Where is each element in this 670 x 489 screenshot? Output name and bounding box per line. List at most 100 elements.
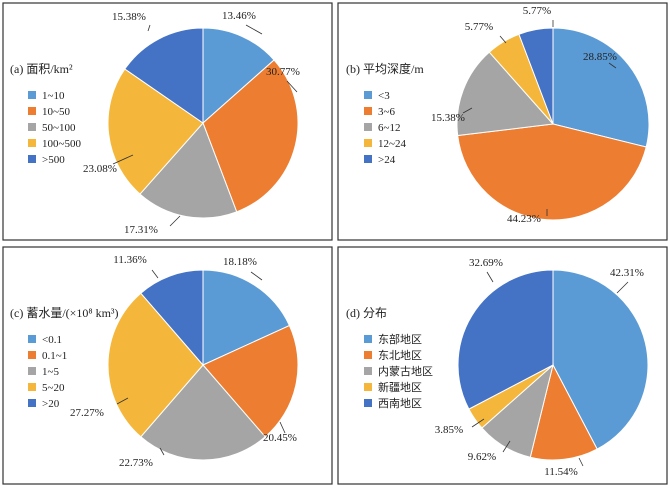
pie-slice-1 xyxy=(552,269,649,450)
legend-swatch xyxy=(364,139,372,147)
slice-percent-label: 30.77% xyxy=(266,66,300,78)
panel-storage: 18.18% 20.45% 22.73% 27.27% 11.36% (c) 蓄水量/(×… xyxy=(2,246,333,485)
leader-line xyxy=(462,107,473,114)
legend-label: 12~24 xyxy=(378,138,406,150)
leader-line xyxy=(502,440,511,453)
leader-line xyxy=(151,269,159,279)
legend-label: >20 xyxy=(42,398,60,410)
legend-swatch xyxy=(364,123,372,131)
slice-percent-label: 9.62% xyxy=(468,451,496,463)
panel-frame xyxy=(337,2,668,241)
legend-label: 0.1~1 xyxy=(42,350,67,362)
pie-slice-5 xyxy=(124,27,204,124)
legend-label: 东部地区 xyxy=(378,332,422,346)
legend-label: 1~5 xyxy=(42,366,59,378)
legend-swatch xyxy=(28,155,36,163)
legend-label: 1~10 xyxy=(42,90,65,102)
slice-percent-label: 11.36% xyxy=(113,254,147,266)
slice-percent-label: 44.23% xyxy=(507,213,541,225)
slice-percent-label: 15.38% xyxy=(431,112,465,124)
slice-percent-label: 22.73% xyxy=(119,457,153,469)
leader-line xyxy=(499,35,507,44)
slice-percent-label: 17.31% xyxy=(124,224,158,236)
leader-line xyxy=(616,281,629,294)
legend-swatch xyxy=(364,107,372,115)
leader-line xyxy=(286,80,298,93)
slice-percent-label: 5.77% xyxy=(465,21,493,33)
legend-swatch xyxy=(364,351,372,359)
panel-title: (c) 蓄水量/(×10⁸ km³) xyxy=(10,306,119,320)
legend-label: 50~100 xyxy=(42,122,76,134)
pie-slice-4 xyxy=(107,292,204,438)
slice-percent-label: 15.38% xyxy=(112,11,146,23)
slice-percent-label: 27.27% xyxy=(70,407,104,419)
leader-line xyxy=(245,24,263,35)
legend-swatch xyxy=(28,383,36,391)
pie-slice-5 xyxy=(518,27,554,125)
panel-title: (a) 面积/km² xyxy=(10,62,73,76)
leader-line xyxy=(279,421,286,434)
legend-swatch xyxy=(28,123,36,131)
legend-label: <0.1 xyxy=(42,334,62,346)
slice-percent-label: 11.54% xyxy=(544,466,578,478)
legend-label: 100~500 xyxy=(42,138,81,150)
pie-slice-3 xyxy=(456,51,555,137)
legend-label: 西南地区 xyxy=(378,397,422,410)
legend-swatch xyxy=(28,399,36,407)
pie-slice-2 xyxy=(202,59,299,213)
pie-slice-1 xyxy=(552,27,650,148)
leader-line xyxy=(578,457,584,467)
leader-line xyxy=(116,397,129,405)
legend-swatch xyxy=(28,139,36,147)
legend-swatch xyxy=(364,91,372,99)
legend-swatch xyxy=(28,351,36,359)
legend-swatch xyxy=(364,367,372,375)
legend-label: >500 xyxy=(42,154,65,166)
legend-swatch xyxy=(364,383,372,391)
leader-line xyxy=(169,215,181,227)
panel-title: (b) 平均深度/m xyxy=(346,61,424,76)
legend-label: 3~6 xyxy=(378,106,395,118)
panel-area: 13.46% 30.77% 17.31% 23.08% 15.38% (a) 面积/km²… xyxy=(2,2,333,241)
pie-slice-3 xyxy=(140,364,266,461)
panel-frame xyxy=(337,246,668,485)
legend-swatch xyxy=(28,367,36,375)
slice-percent-label: 18.18% xyxy=(223,256,257,268)
legend-swatch xyxy=(364,335,372,343)
legend-swatch xyxy=(364,399,372,407)
leader-line xyxy=(250,271,263,281)
slice-percent-label: 13.46% xyxy=(222,10,256,22)
panel-frame xyxy=(2,2,333,241)
slice-percent-label: 32.69% xyxy=(469,257,503,269)
legend-swatch xyxy=(364,155,372,163)
leader-line xyxy=(471,418,485,428)
legend-swatch xyxy=(28,107,36,115)
pie-slice-5 xyxy=(457,269,554,410)
legend-swatch xyxy=(28,91,36,99)
slice-percent-label: 20.45% xyxy=(263,432,297,444)
leader-line xyxy=(486,271,494,283)
leader-line xyxy=(159,447,165,456)
legend-label: 6~12 xyxy=(378,122,400,134)
legend-label: >24 xyxy=(378,154,396,166)
legend-label: 内蒙古地区 xyxy=(378,364,433,378)
panel-depth: 28.85% 44.23% 15.38% 5.77% 5.77% (b) 平均深度/m <3… xyxy=(337,2,668,241)
slice-percent-label: 5.77% xyxy=(523,5,551,17)
leader-line xyxy=(112,154,134,165)
pie-slice-4 xyxy=(107,68,204,195)
slice-percent-label: 3.85% xyxy=(435,424,463,436)
legend-label: 东北地区 xyxy=(378,349,422,362)
leader-line xyxy=(147,24,151,32)
pie-slice-1 xyxy=(202,269,291,366)
panel-title: (d) 分布 xyxy=(346,306,387,320)
panel-frame xyxy=(2,246,333,485)
legend-label: 新疆地区 xyxy=(378,380,422,394)
pie-slice-2 xyxy=(529,363,598,461)
panel-distribution: 42.31% 11.54% 9.62% 3.85% 32.69% (d) 分布东部地区东北… xyxy=(337,246,668,485)
pie-slice-5 xyxy=(140,269,204,367)
leader-line xyxy=(608,62,617,69)
pie-slice-1 xyxy=(202,27,275,125)
slice-percent-label: 42.31% xyxy=(610,267,644,279)
pie-slice-3 xyxy=(139,122,238,219)
